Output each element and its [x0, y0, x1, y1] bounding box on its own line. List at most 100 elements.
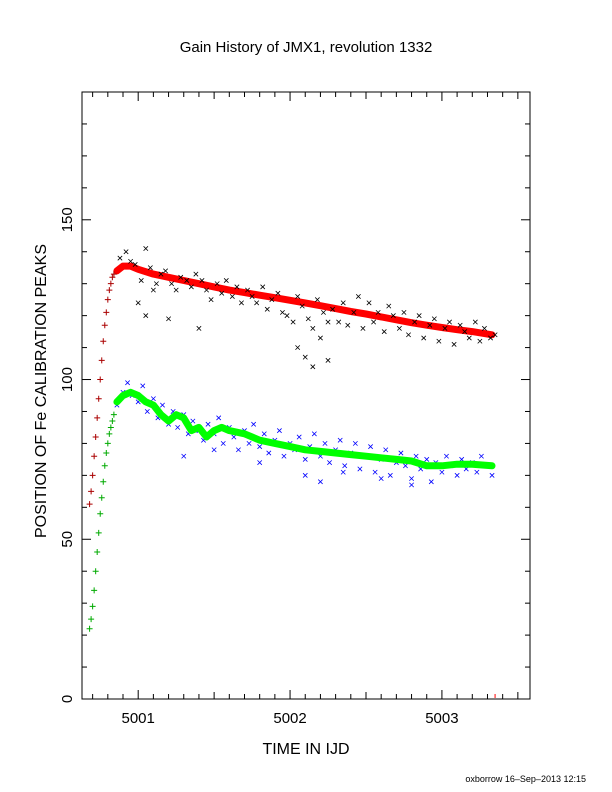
fit-line: [113, 262, 496, 339]
data-point: [143, 246, 149, 252]
data-point: [86, 625, 93, 632]
data-point: [489, 472, 495, 478]
data-series: [86, 246, 498, 698]
data-point: [101, 462, 108, 469]
data-point: [173, 287, 179, 293]
data-point: [260, 284, 266, 290]
x-axis-label: TIME IN IJD: [262, 741, 349, 758]
data-point: [427, 322, 433, 328]
data-point: [95, 529, 102, 536]
data-point: [305, 316, 311, 322]
data-point: [390, 313, 396, 319]
data-point: [175, 424, 181, 430]
data-point: [352, 440, 358, 446]
series-upper-peak-fit: [113, 262, 496, 339]
data-point: [204, 287, 210, 293]
data-point: [89, 472, 96, 479]
data-point: [107, 280, 114, 287]
data-point: [442, 325, 448, 331]
data-point: [132, 262, 138, 267]
data-point: [261, 431, 267, 437]
data-point: [264, 306, 270, 312]
y-tick-label: 0: [59, 695, 76, 703]
data-point: [269, 297, 275, 303]
data-point: [125, 380, 131, 386]
data-point: [220, 440, 226, 446]
data-point: [135, 300, 141, 306]
data-point: [181, 453, 187, 459]
data-point: [360, 325, 366, 331]
data-point: [214, 281, 220, 287]
data-point: [150, 396, 156, 402]
data-point: [317, 335, 323, 341]
data-point: [147, 265, 153, 271]
data-point: [107, 424, 114, 431]
data-point: [103, 309, 110, 316]
chart-title: Gain History of JMX1, revolution 1332: [180, 39, 433, 56]
x-tick-label: 5002: [273, 710, 306, 727]
data-point: [386, 303, 392, 309]
data-point: [94, 549, 101, 556]
data-point: [451, 341, 457, 347]
data-point: [110, 271, 117, 278]
data-point: [100, 478, 107, 485]
data-point: [199, 278, 205, 283]
data-point: [421, 335, 427, 341]
data-point: [311, 431, 317, 437]
series-upper-peak-data: [117, 246, 498, 370]
data-point: [428, 479, 434, 485]
data-point: [140, 383, 146, 389]
data-point: [366, 300, 372, 306]
data-point: [257, 460, 263, 466]
data-point: [412, 319, 418, 325]
data-point: [266, 450, 272, 456]
data-point: [88, 616, 95, 623]
data-point: [436, 338, 442, 344]
data-point: [284, 313, 290, 319]
data-point: [106, 287, 113, 294]
data-point: [402, 463, 408, 469]
data-point: [325, 357, 331, 363]
data-point: [481, 325, 487, 331]
data-point: [229, 293, 235, 299]
data-point: [275, 290, 281, 296]
data-point: [439, 469, 445, 475]
footer-credit: oxborrow 16–Sep–2013 12:15: [465, 774, 586, 784]
data-point: [325, 319, 331, 325]
data-point: [396, 325, 402, 331]
data-point: [355, 293, 361, 299]
data-point: [249, 293, 255, 299]
data-point: [296, 434, 302, 440]
data-point: [251, 421, 257, 427]
data-point: [188, 284, 194, 290]
data-point: [337, 437, 343, 443]
data-point: [416, 313, 422, 319]
data-point: [98, 494, 105, 501]
data-point: [216, 415, 222, 421]
data-point: [100, 338, 107, 345]
data-point: [457, 322, 463, 328]
data-point: [163, 268, 169, 274]
data-point: [160, 402, 165, 408]
data-point: [117, 255, 123, 261]
data-point: [302, 456, 308, 462]
data-point: [95, 395, 102, 402]
data-point: [424, 456, 430, 462]
data-point: [302, 354, 308, 360]
data-point: [106, 430, 113, 437]
y-axis: 0 50 100 150: [59, 91, 530, 703]
data-point: [184, 278, 190, 283]
data-point: [327, 460, 333, 466]
data-point: [101, 322, 108, 329]
data-point: [166, 316, 172, 322]
data-point: [375, 309, 381, 315]
plot-border: [81, 91, 531, 700]
data-point: [109, 274, 116, 281]
data-point: [91, 587, 98, 594]
data-point: [431, 316, 437, 322]
data-point: [110, 411, 117, 418]
data-point: [488, 335, 493, 341]
data-point: [104, 440, 111, 447]
data-point: [342, 463, 348, 469]
